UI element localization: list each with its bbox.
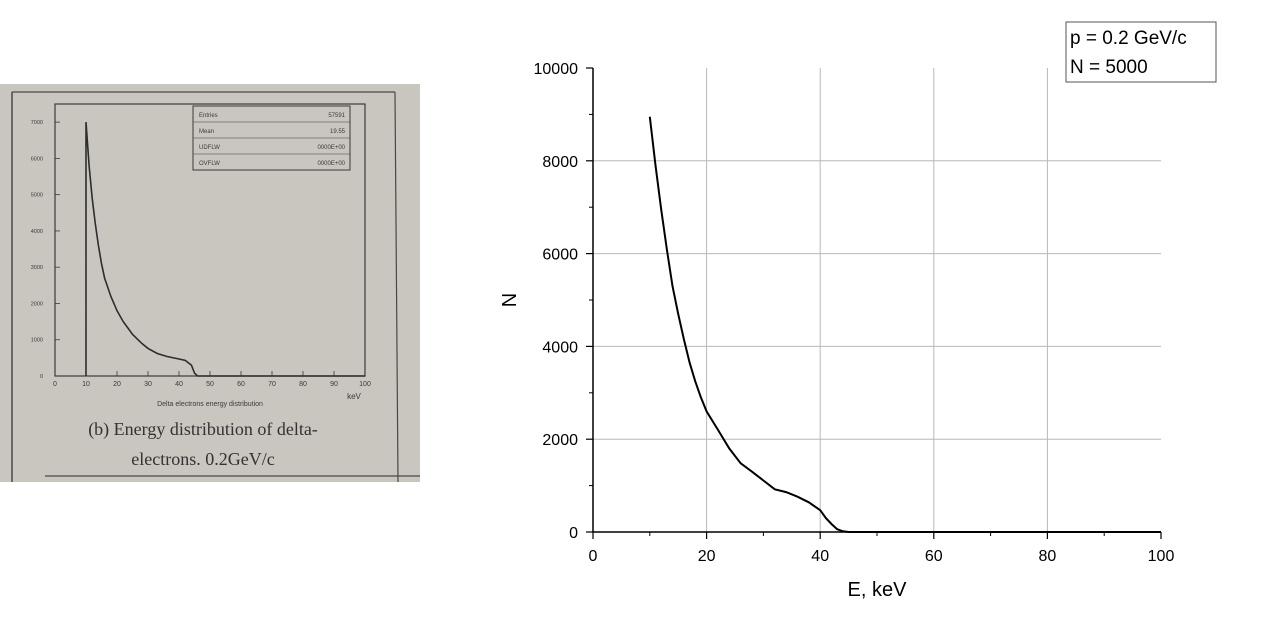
photo-x-tick-label: 30 <box>144 381 152 388</box>
photo-stats-value: 19.55 <box>330 129 346 135</box>
photo-y-tick-label: 3000 <box>31 265 43 271</box>
photo-x-unit: keV <box>347 392 361 401</box>
annotation-line-count: N = 5000 <box>1070 57 1148 78</box>
photo-x-tick-label: 0 <box>53 381 57 388</box>
photo-y-tick-label: 1000 <box>31 338 43 344</box>
photo-stats-label: Mean <box>199 129 214 135</box>
photo-x-tick-label: 20 <box>113 381 121 388</box>
x-tick-label: 80 <box>1039 548 1057 565</box>
photo-x-tick-label: 90 <box>330 381 338 388</box>
photo-y-tick-label: 7000 <box>31 120 43 126</box>
grid <box>593 68 1161 532</box>
main-chart: 0 2000 4000 6000 8000 10000 0 20 40 60 80 100 E, k… <box>499 21 1217 601</box>
photo-x-tick-label: 10 <box>82 381 90 388</box>
photo-stats-label: OVFLW <box>199 161 220 167</box>
photo-y-tick-label: 0 <box>40 374 43 380</box>
photo-x-tick-label: 50 <box>206 381 214 388</box>
annotation-line-momentum: p = 0.2 GeV/c <box>1070 28 1187 49</box>
y-tick-label: 10000 <box>534 61 579 78</box>
y-tick-label: 6000 <box>542 247 578 264</box>
x-tick-label: 20 <box>698 548 716 565</box>
x-tick-label: 0 <box>589 548 598 565</box>
y-tick-label: 2000 <box>542 432 578 449</box>
x-tick-label: 100 <box>1148 548 1175 565</box>
photo-stats-value: 0000E+00 <box>317 161 345 167</box>
photo-stats-value: 57591 <box>328 113 345 119</box>
photo-x-tick-label: 60 <box>237 381 245 388</box>
x-tick-label: 40 <box>811 548 829 565</box>
photo-x-tick-label: 80 <box>299 381 307 388</box>
y-tick-label: 4000 <box>542 339 578 356</box>
y-tick-label: 0 <box>569 525 578 542</box>
photo-x-tick-label: 100 <box>359 381 371 388</box>
photo-x-tick-label: 40 <box>175 381 183 388</box>
annotation-box <box>1065 21 1217 83</box>
x-axis-label: E, keV <box>848 579 908 601</box>
photo-y-tick-label: 6000 <box>31 156 43 162</box>
photo-y-tick-label: 4000 <box>31 229 43 235</box>
y-tick-label: 8000 <box>542 154 578 171</box>
photo-stats-label: UDFLW <box>199 145 220 151</box>
series-line <box>648 116 1161 533</box>
photo-stats-value: 0000E+00 <box>317 145 345 151</box>
photo-stats-label: Entries <box>199 113 218 119</box>
photo-x-axis-label: Delta electrons energy distribution <box>157 401 263 408</box>
photo-caption-line2: electrons. 0.2GeV/c <box>131 449 274 469</box>
photo-y-tick-label: 2000 <box>31 301 43 307</box>
photo-x-tick-label: 70 <box>268 381 276 388</box>
y-axis-label: N <box>499 293 521 307</box>
photo-y-tick-label: 5000 <box>31 193 43 199</box>
photo-series-line <box>85 122 365 377</box>
photo-panel: Entries 57591 Mean 19.55 UDFLW 0000E+00 OVFLW 0… <box>0 84 420 482</box>
photo-chart: Entries 57591 Mean 19.55 UDFLW 0000E+00 OVFLW 0… <box>11 91 420 482</box>
x-tick-label: 60 <box>925 548 943 565</box>
photo-caption-line1: (b) Energy distribution of delta- <box>88 419 318 440</box>
